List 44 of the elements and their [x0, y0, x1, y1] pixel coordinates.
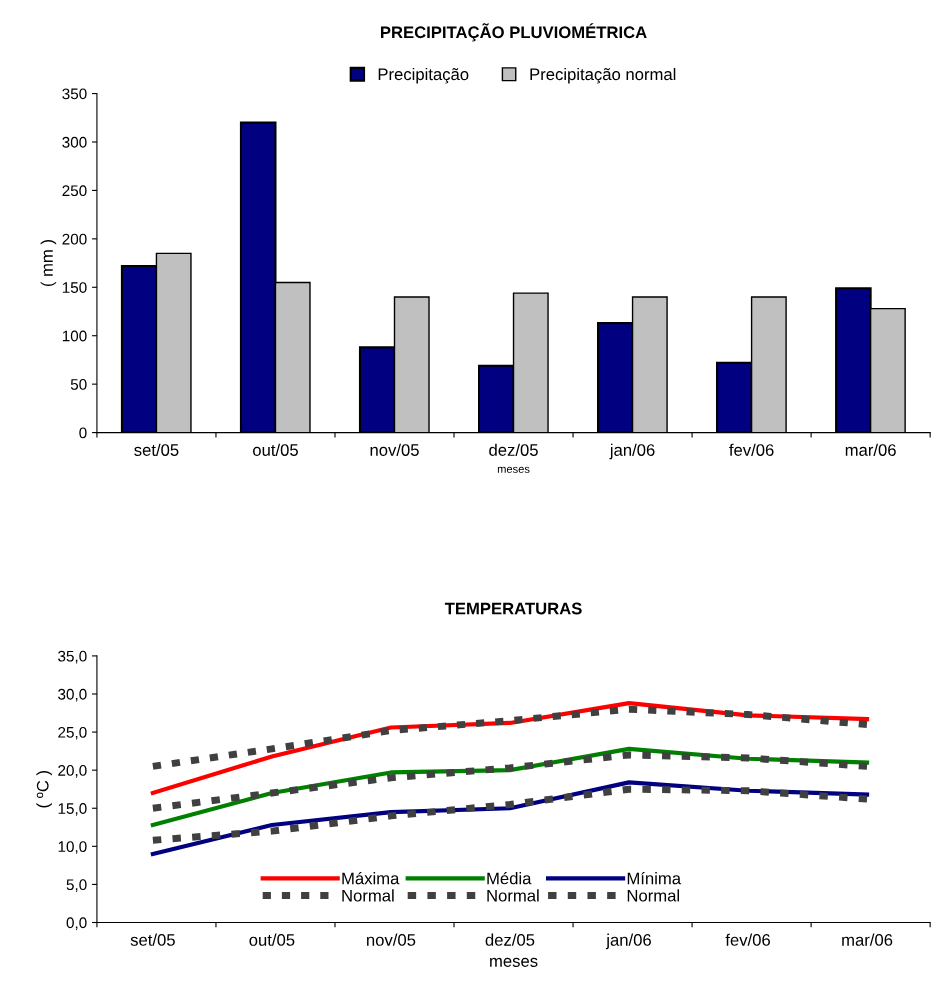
legend-label: Normal: [342, 889, 394, 902]
x-tick-label: set/05: [134, 443, 179, 456]
x-tick-label: jan/06: [605, 933, 651, 950]
x-tick-label: out/05: [249, 933, 295, 946]
y-tick-label: 50: [70, 379, 87, 390]
x-tick-label: dez/05: [485, 933, 535, 946]
chart-title: TEMPERATURAS: [444, 602, 582, 615]
x-tick-label: set/05: [130, 933, 175, 946]
y-tick-label: 35,0: [58, 650, 87, 664]
legend-label: Normal: [487, 889, 539, 902]
x-tick-label: dez/05: [489, 443, 538, 456]
y-tick-label: 100: [62, 330, 87, 342]
x-tick-label: fev/06: [729, 443, 774, 456]
x-tick-label: mar/06: [842, 933, 893, 946]
chart-title: PRECIPITAÇÃO PLUVIOMÉTRICA: [381, 23, 647, 42]
y-axis-title: ( mm ): [40, 240, 57, 287]
x-tick-label: fev/06: [725, 933, 770, 946]
y-tick-label: 20,0: [58, 765, 87, 778]
y-tick-label: 300: [62, 136, 87, 148]
y-tick-label: 10,0: [58, 841, 87, 854]
legend-label: Máxima: [342, 871, 400, 885]
y-tick-label: 200: [62, 233, 87, 245]
y-axis-title: ( ºC ): [36, 771, 52, 808]
y-tick-label: 5,0: [66, 879, 87, 892]
x-tick-label: jan/06: [609, 443, 655, 460]
legend-label: Média: [487, 871, 532, 885]
legend-label: Precipitação: [378, 67, 469, 84]
y-tick-label: 250: [62, 185, 87, 197]
y-tick-label: 350: [62, 88, 87, 100]
y-tick-label: 0: [79, 427, 87, 439]
x-axis-title: meses: [497, 466, 530, 473]
legend-label: Mínima: [627, 871, 682, 885]
y-tick-label: 0,0: [66, 917, 87, 930]
legend-label: Precipitação normal: [530, 67, 676, 84]
legend-label: Normal: [627, 889, 680, 902]
x-tick-label: mar/06: [845, 443, 896, 456]
x-tick-label: nov/05: [367, 933, 416, 946]
x-axis-title: meses: [490, 957, 538, 967]
x-tick-label: nov/05: [370, 443, 419, 456]
y-tick-label: 150: [62, 282, 87, 293]
y-tick-label: 15,0: [58, 803, 87, 816]
y-tick-label: 25,0: [58, 726, 87, 740]
y-tick-label: 30,0: [58, 688, 87, 702]
x-tick-label: out/05: [253, 443, 298, 456]
